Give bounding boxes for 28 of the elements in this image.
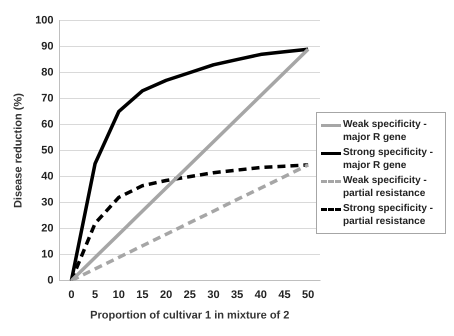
x-tick-label: 35: [231, 289, 244, 302]
x-axis-title: Proportion of cultivar 1 in mixture of 2: [90, 309, 290, 322]
y-tick-label: 20: [41, 222, 54, 235]
x-tick-label: 5: [92, 289, 98, 302]
x-tick-label: 10: [112, 289, 125, 302]
x-tick-label: 15: [136, 289, 149, 302]
y-tick-label: 80: [41, 66, 54, 79]
x-tick-label: 45: [278, 289, 291, 302]
y-tick-label: 100: [35, 14, 54, 27]
y-tick-label: 50: [41, 144, 54, 157]
y-tick-label: 10: [41, 248, 54, 261]
y-tick-label: 90: [41, 40, 54, 53]
x-tick-label: 25: [184, 289, 196, 302]
y-axis-title: Disease reduction (%): [12, 92, 25, 208]
legend-label: Weak specificity - major R gene: [343, 118, 428, 144]
x-tick-label: 40: [254, 289, 267, 302]
x-tick-label: 0: [68, 289, 74, 302]
legend-label: Weak specificity - partial resistance: [343, 174, 428, 200]
y-tick-label: 60: [41, 118, 54, 131]
legend-label: Strong specificity - partial resistance: [343, 202, 434, 228]
x-tick-label: 50: [302, 289, 314, 302]
y-tick-label: 0: [47, 274, 54, 287]
x-tick-label: 30: [207, 289, 220, 302]
y-tick-label: 70: [41, 92, 54, 105]
x-tick-label: 20: [160, 289, 172, 302]
legend-label: Strong specificity - major R gene: [343, 146, 434, 172]
y-tick-label: 40: [41, 170, 54, 183]
y-tick-label: 30: [41, 196, 54, 209]
